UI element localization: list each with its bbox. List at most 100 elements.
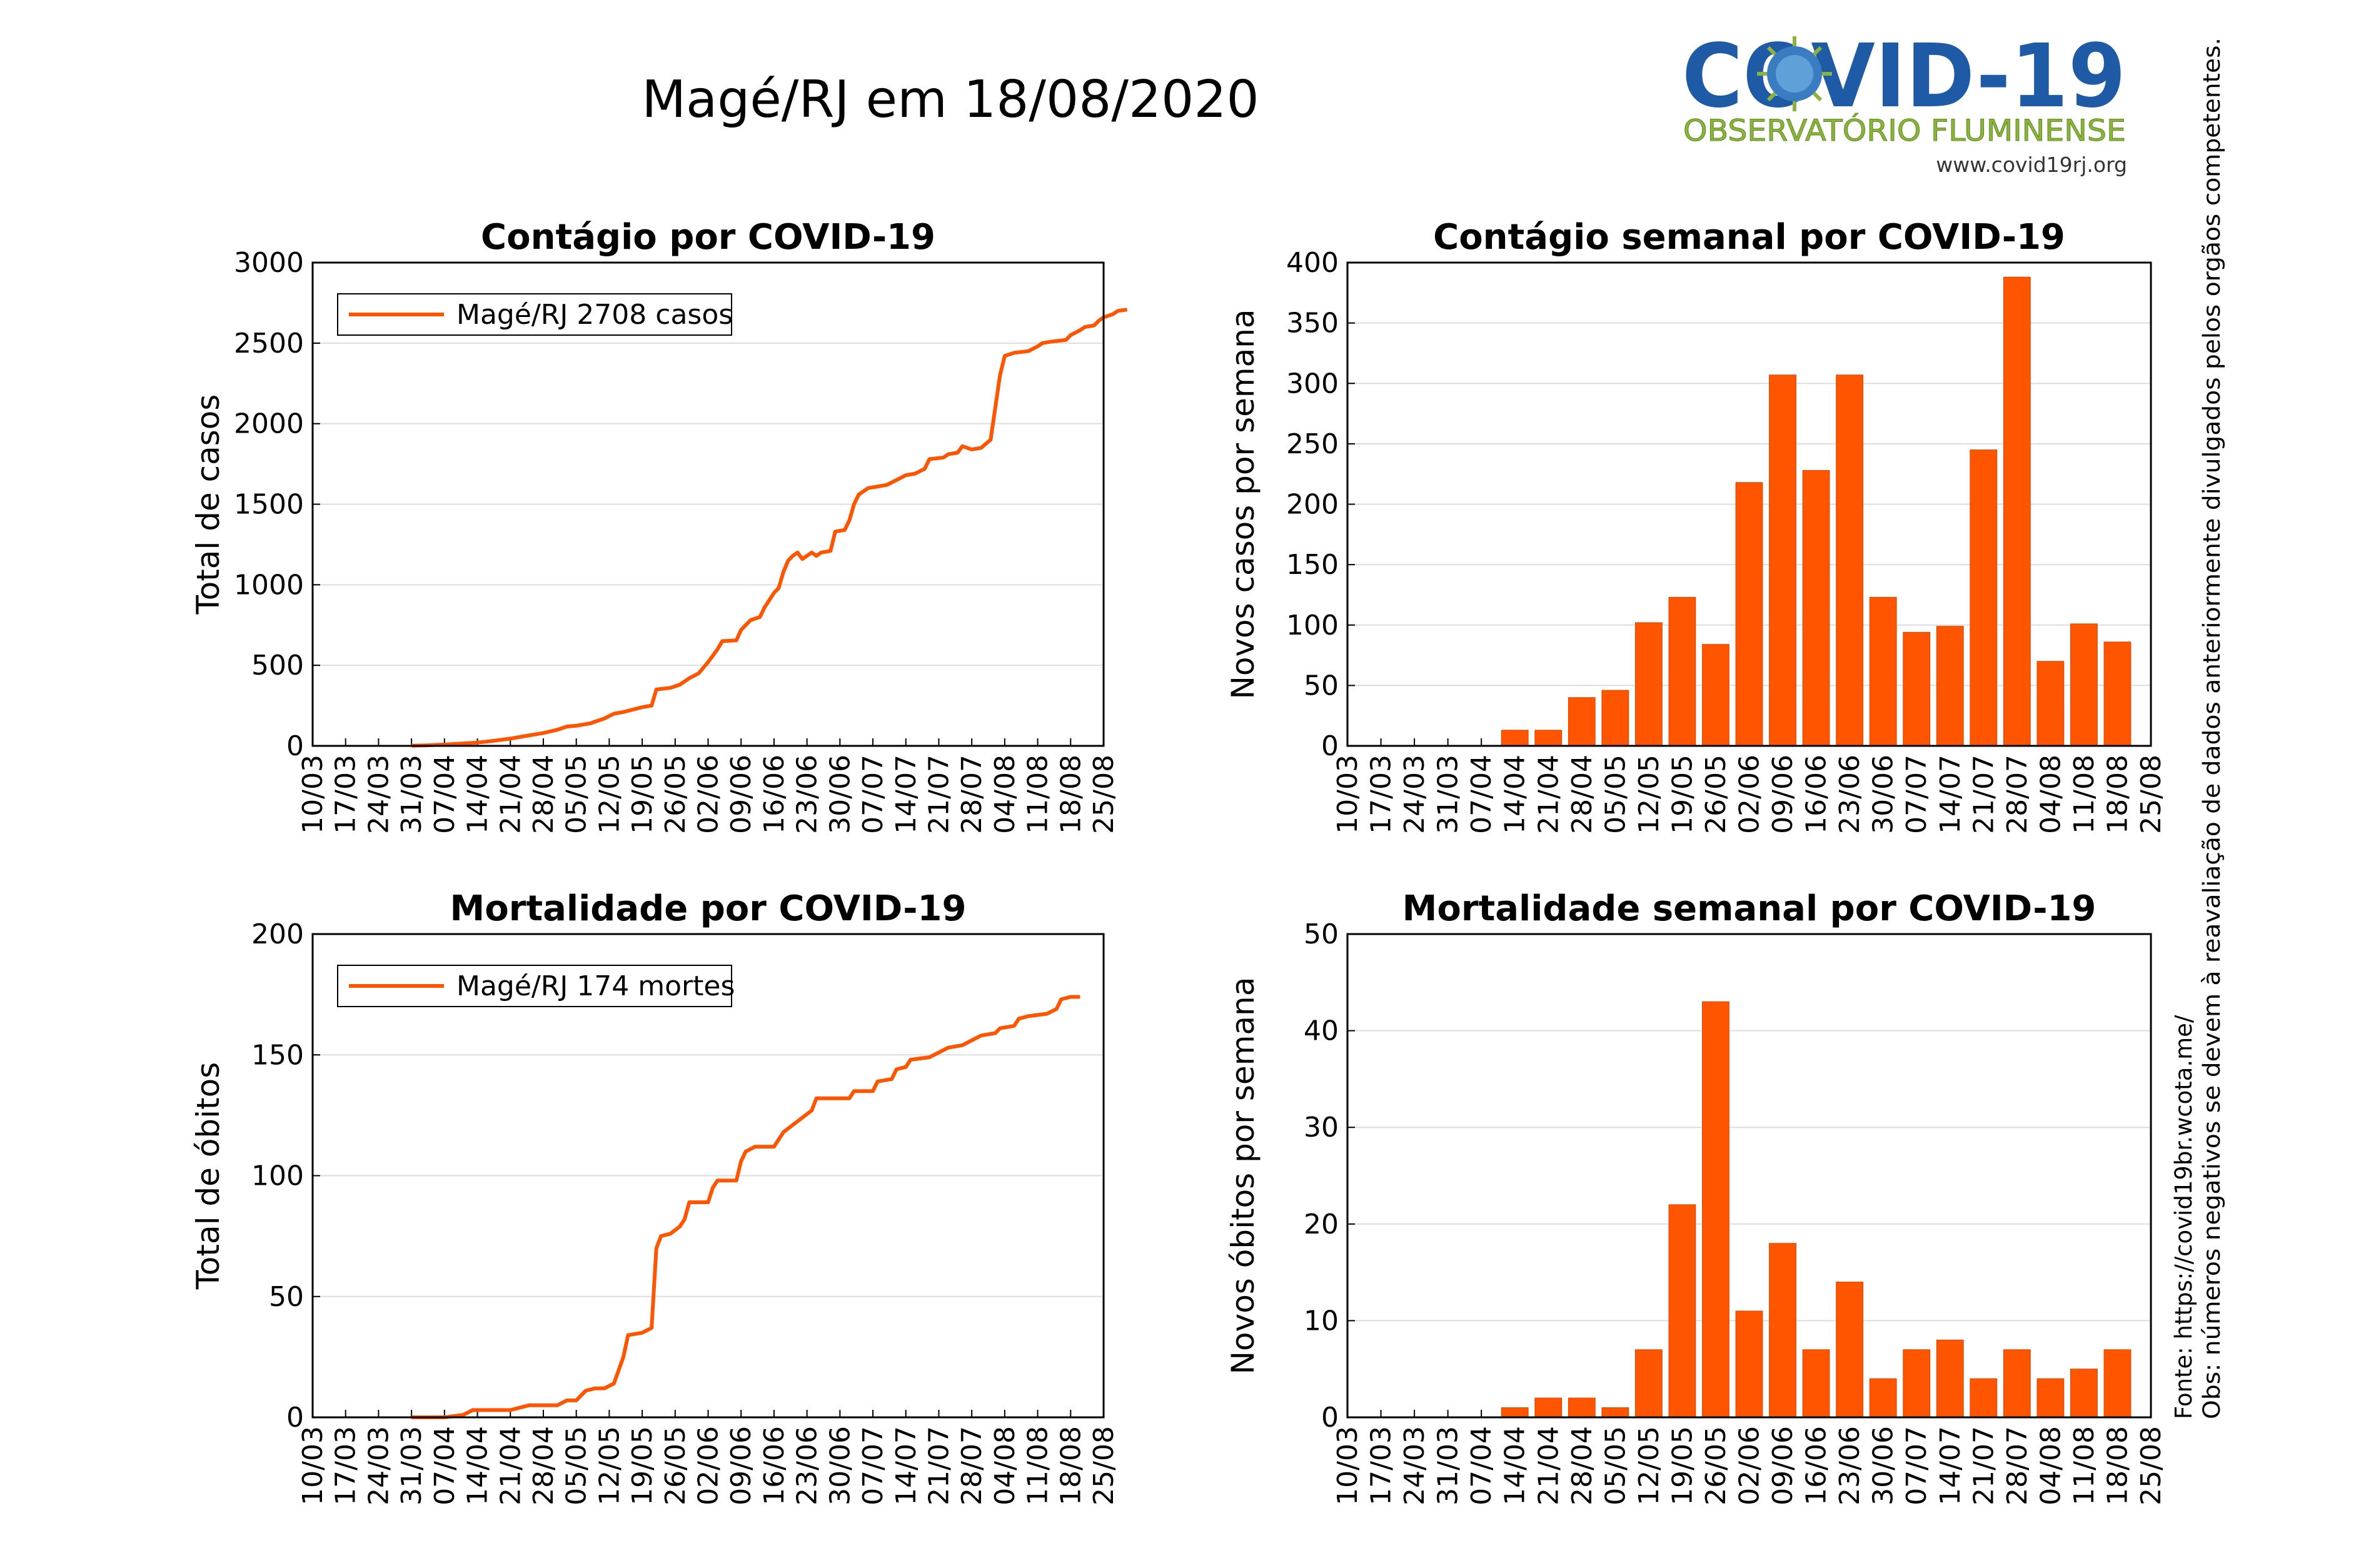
legend-label: Magé/RJ 174 mortes — [456, 970, 735, 1002]
y-tick-label: 50 — [269, 1281, 304, 1313]
bar — [2070, 1369, 2098, 1418]
x-tick-label: 31/03 — [396, 1426, 428, 1505]
x-tick-label: 26/05 — [660, 1426, 692, 1505]
x-tick-label: 28/04 — [528, 1426, 560, 1505]
bar — [1802, 470, 1830, 746]
x-tick-label: 28/07 — [956, 755, 988, 834]
bar — [2103, 1349, 2132, 1418]
x-tick-label: 23/06 — [792, 1426, 823, 1505]
y-tick-label: 250 — [1286, 428, 1339, 460]
x-tick-label: 14/07 — [890, 755, 922, 834]
x-tick-label: 04/08 — [2035, 755, 2066, 834]
bar — [1668, 596, 1696, 746]
x-tick-label: 24/03 — [363, 1426, 395, 1505]
logo-sub-text: OBSERVATÓRIO FLUMINENSE — [1683, 114, 2126, 148]
y-tick-label: 40 — [1304, 1015, 1339, 1047]
x-tick-label: 17/03 — [330, 1426, 362, 1505]
x-tick-label: 21/04 — [495, 1426, 526, 1505]
x-tick-label: 28/07 — [2001, 1426, 2033, 1505]
x-tick-label: 07/07 — [857, 755, 889, 834]
y-tick-label: 100 — [1286, 610, 1339, 641]
series-line — [411, 308, 1128, 748]
legend: Magé/RJ 174 mortes — [337, 965, 735, 1007]
x-tick-label: 14/04 — [462, 1426, 494, 1505]
bar — [1634, 1349, 1663, 1418]
bar — [1702, 1001, 1729, 1418]
x-tick-label: 19/05 — [627, 1426, 658, 1505]
x-tick-label: 30/06 — [824, 1426, 856, 1505]
x-tick-label: 05/05 — [561, 1426, 593, 1505]
x-tick-label: 25/08 — [1088, 1426, 1120, 1505]
y-tick-label: 30 — [1304, 1112, 1339, 1143]
bar — [1601, 1407, 1629, 1418]
bar — [1903, 1349, 1931, 1418]
x-tick-label: 09/06 — [1767, 755, 1799, 834]
x-tick-label: 18/08 — [1055, 755, 1087, 834]
y-axis-label: Total de casos — [190, 395, 226, 615]
bar — [1869, 1378, 1897, 1418]
x-tick-label: 31/03 — [1432, 755, 1464, 834]
y-tick-label: 200 — [251, 918, 304, 950]
y-tick-label: 350 — [1286, 308, 1339, 339]
bar — [1936, 626, 1964, 746]
bar — [1534, 730, 1563, 746]
x-tick-label: 07/07 — [857, 1426, 889, 1505]
x-tick-label: 10/03 — [1332, 755, 1364, 834]
x-tick-label: 21/04 — [1533, 1426, 1564, 1505]
y-tick-label: 150 — [251, 1039, 304, 1071]
bar — [1735, 482, 1763, 746]
x-tick-label: 31/03 — [1432, 1426, 1464, 1505]
y-tick-label: 0 — [1321, 730, 1339, 762]
y-tick-label: 400 — [1286, 247, 1339, 279]
bar — [1668, 1204, 1696, 1418]
x-tick-label: 14/07 — [1935, 755, 1966, 834]
x-tick-label: 14/07 — [890, 1426, 922, 1505]
x-tick-label: 26/05 — [1700, 1426, 1732, 1505]
x-tick-label: 24/03 — [1399, 1426, 1431, 1505]
x-tick-label: 17/03 — [1366, 755, 1397, 834]
x-tick-label: 14/04 — [462, 755, 494, 834]
x-tick-label: 14/07 — [1935, 1426, 1966, 1505]
x-tick-label: 28/07 — [956, 1426, 988, 1505]
x-tick-label: 07/07 — [1901, 1426, 1933, 1505]
x-tick-label: 14/04 — [1499, 1426, 1531, 1505]
y-axis-label: Novos óbitos por semana — [1225, 977, 1261, 1375]
x-tick-label: 24/03 — [363, 755, 395, 834]
bar — [2036, 661, 2065, 746]
chart-title: Contágio por COVID-19 — [481, 217, 935, 258]
x-tick-label: 17/03 — [330, 755, 362, 834]
x-tick-label: 26/05 — [1700, 755, 1732, 834]
x-tick-label: 04/08 — [989, 755, 1021, 834]
chart-title: Mortalidade por COVID-19 — [450, 888, 967, 929]
x-tick-label: 23/06 — [1834, 1426, 1866, 1505]
y-tick-label: 0 — [286, 730, 304, 762]
logo-main-text: COVID-19 — [1682, 31, 2126, 128]
x-tick-label: 30/06 — [1868, 1426, 1900, 1505]
x-tick-label: 18/08 — [2102, 1426, 2133, 1505]
y-tick-label: 300 — [1286, 368, 1339, 400]
x-tick-label: 07/04 — [429, 755, 461, 834]
virus-icon — [1757, 36, 1832, 111]
source-note: Fonte: https://covid19br.wcota.me/ — [2170, 1015, 2197, 1419]
x-tick-label: 12/05 — [593, 1426, 625, 1505]
x-tick-label: 24/03 — [1399, 755, 1431, 834]
x-tick-label: 25/08 — [1088, 755, 1120, 834]
x-tick-label: 02/06 — [1734, 755, 1766, 834]
bar — [1534, 1397, 1563, 1418]
x-tick-label: 21/07 — [923, 1426, 955, 1505]
covid19-observatorio-logo: COVID-19 OBSERVATÓRIO FLUMINENSE www.cov… — [1682, 31, 2127, 177]
x-tick-label: 07/04 — [1466, 755, 1498, 834]
bar — [1568, 697, 1596, 746]
chart-title: Mortalidade semanal por COVID-19 — [1402, 888, 2097, 929]
page-title: Magé/RJ em 18/08/2020 — [642, 70, 1259, 129]
y-tick-label: 0 — [1321, 1402, 1339, 1434]
y-tick-label: 20 — [1304, 1209, 1339, 1240]
x-tick-label: 10/03 — [1332, 1426, 1364, 1505]
bar — [1634, 622, 1663, 746]
x-tick-label: 05/05 — [561, 755, 593, 834]
x-tick-label: 14/04 — [1499, 755, 1531, 834]
x-tick-label: 09/06 — [725, 1426, 757, 1505]
x-tick-label: 07/07 — [1901, 755, 1933, 834]
side-notes: Fonte: https://covid19br.wcota.me/ Obs: … — [2170, 38, 2225, 1419]
